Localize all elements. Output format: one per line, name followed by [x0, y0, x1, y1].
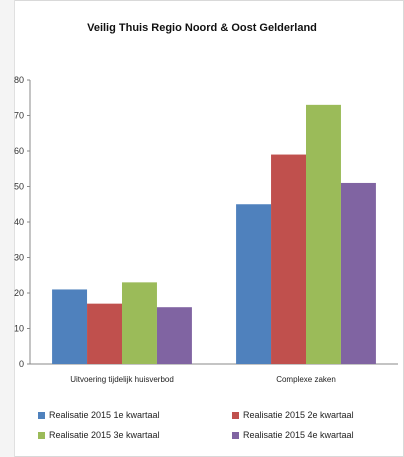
y-tick-label: 70 [14, 111, 24, 121]
legend-item: Realisatie 2015 2e kwartaal [232, 410, 354, 420]
bar [122, 282, 157, 364]
y-tick-label: 20 [14, 288, 24, 298]
legend-swatch [38, 431, 45, 439]
chart-title: Veilig Thuis Regio Noord & Oost Gelderla… [87, 22, 317, 34]
bar [271, 154, 306, 364]
y-tick-label: 30 [14, 253, 24, 263]
x-category-label: Complexe zaken [276, 375, 336, 384]
y-tick-label: 10 [14, 324, 24, 334]
sheet-edge [0, 0, 15, 457]
y-tick-label: 50 [14, 182, 24, 192]
legend-item: Realisatie 2015 3e kwartaal [38, 430, 160, 440]
y-tick-label: 60 [14, 146, 24, 156]
legend-label: Realisatie 2015 1e kwartaal [49, 410, 160, 420]
bar [156, 307, 192, 364]
legend-swatch [232, 411, 239, 419]
legend-item: Realisatie 2015 4e kwartaal [232, 430, 354, 440]
legend-label: Realisatie 2015 2e kwartaal [243, 410, 354, 420]
legend-swatch [38, 411, 45, 419]
legend-swatch [232, 431, 239, 439]
x-category-label: Uitvoering tijdelijk huisverbod [70, 375, 174, 384]
bar [340, 182, 376, 364]
bar [306, 104, 341, 364]
bar [236, 204, 272, 364]
legend-item: Realisatie 2015 1e kwartaal [38, 410, 160, 420]
y-tick-label: 80 [14, 75, 24, 85]
y-tick-label: 0 [19, 359, 24, 369]
legend-label: Realisatie 2015 4e kwartaal [243, 430, 354, 440]
y-tick-label: 40 [14, 217, 24, 227]
bar [52, 289, 88, 364]
bar [87, 303, 122, 364]
legend-label: Realisatie 2015 3e kwartaal [49, 430, 160, 440]
